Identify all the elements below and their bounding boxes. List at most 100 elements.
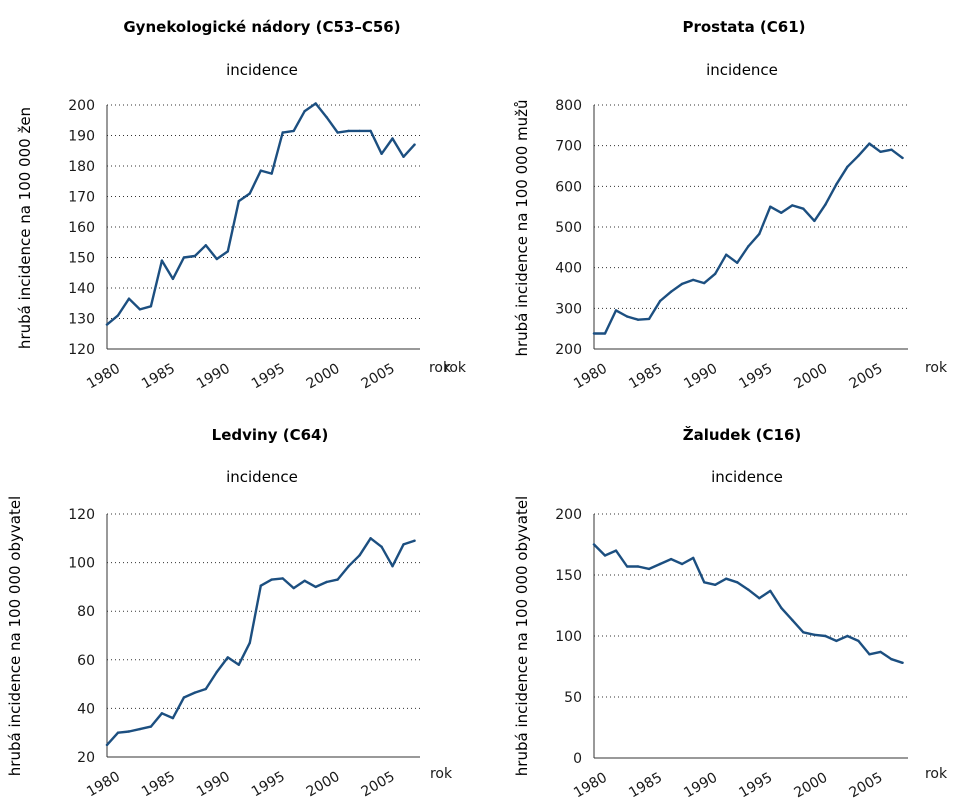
- x-tick-label: 1995: [249, 361, 288, 393]
- data-point: [237, 663, 240, 666]
- data-point: [725, 253, 728, 256]
- x-tick-label: 1990: [194, 361, 233, 393]
- data-point: [791, 204, 794, 207]
- data-point: [603, 332, 607, 335]
- data-point: [116, 731, 120, 734]
- y-tick-label: 170: [68, 190, 95, 206]
- y-tick-label: 500: [555, 220, 582, 236]
- y-tick-label: 180: [68, 159, 95, 175]
- y-axis-label: hrubá incidence na 100 000 obyvatel: [6, 496, 24, 776]
- data-point: [369, 537, 372, 540]
- x-tick-label: 2005: [847, 361, 886, 393]
- y-tick-label: 200: [68, 98, 95, 114]
- data-point: [692, 278, 695, 282]
- data-point: [215, 257, 218, 261]
- y-tick-label: 150: [555, 568, 582, 584]
- series-line: [592, 543, 904, 664]
- data-point: [890, 148, 893, 151]
- x-axis-label: rok: [925, 766, 948, 782]
- data-point: [669, 557, 673, 561]
- data-point: [901, 661, 904, 664]
- data-point: [303, 109, 306, 113]
- data-point: [347, 565, 350, 568]
- x-tick-label: 2000: [304, 361, 343, 393]
- data-point: [824, 634, 827, 638]
- data-point: [714, 583, 717, 586]
- data-point: [358, 554, 361, 557]
- data-point: [248, 641, 251, 644]
- data-point: [215, 670, 218, 674]
- data-point: [204, 687, 207, 691]
- x-tick-label: 2005: [847, 770, 886, 800]
- data-point: [857, 639, 860, 643]
- data-point: [149, 305, 153, 308]
- y-tick-label: 800: [555, 98, 582, 114]
- data-point: [769, 589, 772, 593]
- y-tick-label: 600: [555, 179, 582, 195]
- data-point: [592, 332, 596, 335]
- chart-subtitle: incidence: [226, 468, 298, 486]
- x-tick-label: 1995: [249, 769, 288, 800]
- data-point: [237, 199, 240, 203]
- data-point: [780, 606, 783, 610]
- data-point: [160, 259, 164, 262]
- data-point: [380, 545, 383, 548]
- x-tick-label: 2000: [791, 770, 830, 800]
- data-point: [603, 554, 607, 557]
- y-tick-label: 0: [573, 751, 582, 767]
- x-tick-label: 1995: [736, 361, 775, 393]
- data-point: [336, 578, 339, 581]
- y-tick-label: 400: [555, 261, 582, 277]
- data-point: [680, 562, 684, 566]
- x-axis-label: rok: [430, 766, 453, 782]
- data-point: [614, 549, 618, 552]
- x-tick-label: 1980: [84, 361, 123, 393]
- data-point: [347, 129, 350, 133]
- data-point: [402, 543, 405, 546]
- data-point: [325, 116, 328, 119]
- x-tick-label: 2005: [359, 769, 398, 800]
- data-point: [171, 277, 175, 281]
- data-point: [703, 281, 706, 285]
- data-point: [791, 618, 794, 622]
- data-point: [647, 567, 651, 571]
- data-point: [193, 691, 197, 694]
- data-point: [281, 577, 284, 580]
- data-point: [391, 565, 394, 568]
- data-point: [658, 299, 662, 303]
- data-point: [846, 165, 849, 168]
- y-tick-label: 60: [77, 653, 95, 669]
- data-point: [138, 308, 142, 311]
- data-point: [636, 565, 640, 568]
- data-point: [127, 730, 131, 733]
- data-point: [336, 131, 339, 134]
- data-point: [780, 211, 783, 214]
- x-tick-label: 1985: [139, 769, 178, 800]
- x-tick-label: 1980: [571, 770, 610, 800]
- data-point: [658, 562, 662, 566]
- x-tick-label: 1985: [626, 770, 665, 800]
- chart-panel-3: Ledviny (C64) incidence hrubá incidence na…: [6, 426, 453, 800]
- y-tick-label: 200: [555, 507, 582, 523]
- y-tick-label: 120: [68, 342, 95, 358]
- y-tick-label: 160: [68, 220, 95, 236]
- y-tick-label: 700: [555, 139, 582, 155]
- y-axis-label: hrubá incidence na 100 000 žen: [16, 107, 34, 349]
- data-point: [901, 156, 904, 160]
- y-tick-label: 300: [555, 301, 582, 317]
- x-tick-label: 2000: [791, 361, 830, 393]
- data-point: [714, 272, 717, 275]
- x-tick-label: 1980: [84, 769, 123, 800]
- x-tick-label: 1985: [139, 361, 178, 393]
- chart-title: Gynekologické nádory (C53–C56): [123, 18, 400, 36]
- series-line: [105, 102, 416, 326]
- y-tick-label: 130: [68, 312, 95, 328]
- y-tick-label: 190: [68, 129, 95, 145]
- y-tick-label: 120: [68, 507, 95, 523]
- data-point: [879, 150, 882, 153]
- data-point: [402, 155, 405, 158]
- data-point: [160, 712, 164, 715]
- data-point: [193, 254, 197, 258]
- data-point: [890, 658, 893, 661]
